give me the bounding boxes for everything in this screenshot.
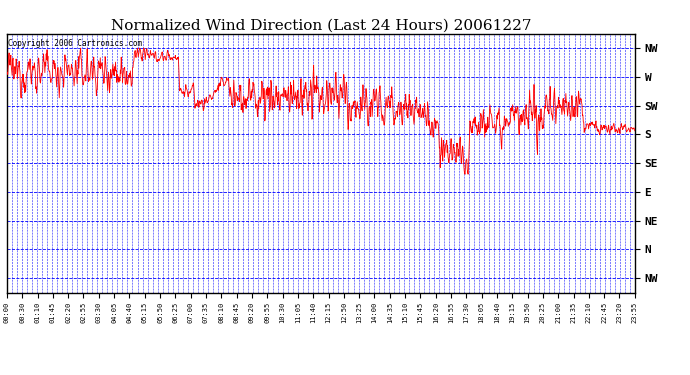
Text: Copyright 2006 Cartronics.com: Copyright 2006 Cartronics.com [8,39,142,48]
Title: Normalized Wind Direction (Last 24 Hours) 20061227: Normalized Wind Direction (Last 24 Hours… [110,19,531,33]
